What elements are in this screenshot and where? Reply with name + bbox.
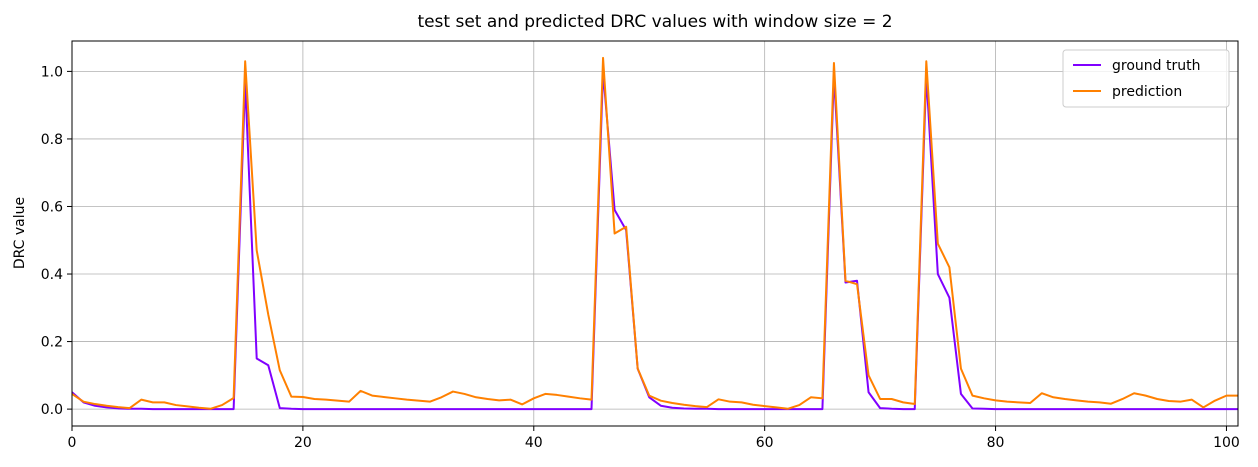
legend-label-ground-truth: ground truth: [1112, 58, 1200, 74]
y-tick-label: 0.8: [41, 132, 63, 148]
x-tick-label: 0: [68, 435, 77, 451]
legend-label-prediction: prediction: [1112, 84, 1182, 100]
y-tick-label: 0.6: [41, 199, 63, 215]
plot-frame: [71, 40, 1239, 427]
y-tick-label: 0.2: [41, 335, 63, 351]
y-tick-label: 0.4: [41, 267, 63, 283]
y-tick-label: 1.0: [41, 64, 63, 80]
y-axis-ticks: 0.0 0.2 0.4 0.6 0.8 1.0: [41, 64, 72, 418]
y-axis-label: DRC value: [12, 197, 28, 269]
series-lines: [71, 56, 1238, 411]
x-tick-label: 40: [525, 435, 543, 451]
legend: ground truth prediction: [1062, 49, 1230, 108]
x-tick-label: 20: [294, 435, 312, 451]
series-line-prediction: [71, 56, 1238, 410]
series-line-ground-truth: [71, 70, 1238, 411]
x-tick-label: 60: [756, 435, 774, 451]
y-tick-label: 0.0: [41, 402, 63, 418]
x-tick-label: 80: [987, 435, 1005, 451]
x-tick-label: 100: [1213, 435, 1240, 451]
legend-box: [1062, 49, 1230, 108]
x-axis-ticks: 0 20 40 60 80 100: [68, 426, 1240, 451]
chart-title: test set and predicted DRC values with w…: [417, 12, 892, 32]
